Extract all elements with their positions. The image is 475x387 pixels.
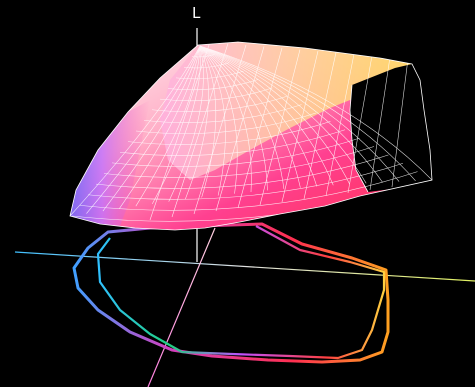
mesh-diagonal (303, 52, 337, 200)
a-axis (14, 251, 475, 282)
mesh-meridian (199, 45, 238, 194)
mesh-meridian (199, 45, 367, 184)
mesh-meridian (199, 45, 334, 186)
mesh-parallel (95, 154, 389, 189)
mesh-meridian (199, 45, 226, 196)
mesh-parallel (127, 121, 331, 145)
mesh-parallel (191, 54, 215, 58)
mesh-parallel (143, 104, 302, 123)
mesh-meridian (199, 45, 383, 183)
mesh-diagonal (391, 58, 409, 188)
wireframe-right-rim (349, 84, 369, 193)
mesh-parallel (183, 62, 230, 69)
mesh-parallel (135, 112, 317, 134)
gamut-wireframe (70, 42, 432, 222)
mesh-diagonal (281, 50, 319, 203)
mesh-diagonal (237, 47, 283, 209)
mesh-meridian (199, 45, 432, 181)
mesh-diagonal (171, 43, 229, 218)
mesh-meridian (152, 45, 201, 205)
mesh-meridian (135, 45, 201, 207)
b-axis (147, 227, 216, 387)
gamut-projection-inner (96, 225, 386, 360)
mesh-meridian (199, 45, 217, 198)
mesh-diagonal (347, 55, 373, 194)
mesh-meridian (199, 45, 350, 185)
mesh-diagonal (149, 42, 211, 221)
mesh-diagonal (259, 49, 301, 206)
mesh-diagonal (325, 53, 355, 197)
gamut-projection-outer (72, 222, 390, 364)
gamut-outline (69, 41, 433, 231)
mesh-parallel (167, 79, 259, 91)
mesh-parallel (159, 87, 273, 102)
l-axis-label: L (192, 4, 201, 22)
mesh-meridian (199, 45, 252, 193)
mesh-meridian (119, 45, 201, 209)
mesh-diagonal (215, 46, 265, 212)
gamut-projection (72, 222, 390, 364)
mesh-meridian (86, 45, 201, 214)
mesh-meridian (199, 45, 268, 191)
mesh-meridian (199, 45, 400, 182)
mesh-diagonal (193, 44, 247, 215)
mesh-parallel (79, 171, 418, 211)
mesh-parallel (119, 129, 346, 156)
mesh-parallel (103, 146, 375, 178)
mesh-meridian (102, 45, 201, 212)
mesh-meridian (168, 45, 204, 202)
mesh-parallel (111, 137, 360, 167)
mesh-meridian (199, 45, 416, 181)
mesh-meridian (199, 45, 285, 190)
mesh-parallel (151, 95, 288, 113)
mesh-parallel (87, 162, 404, 200)
mesh-diagonal (369, 56, 391, 191)
mesh-meridian (199, 45, 318, 187)
